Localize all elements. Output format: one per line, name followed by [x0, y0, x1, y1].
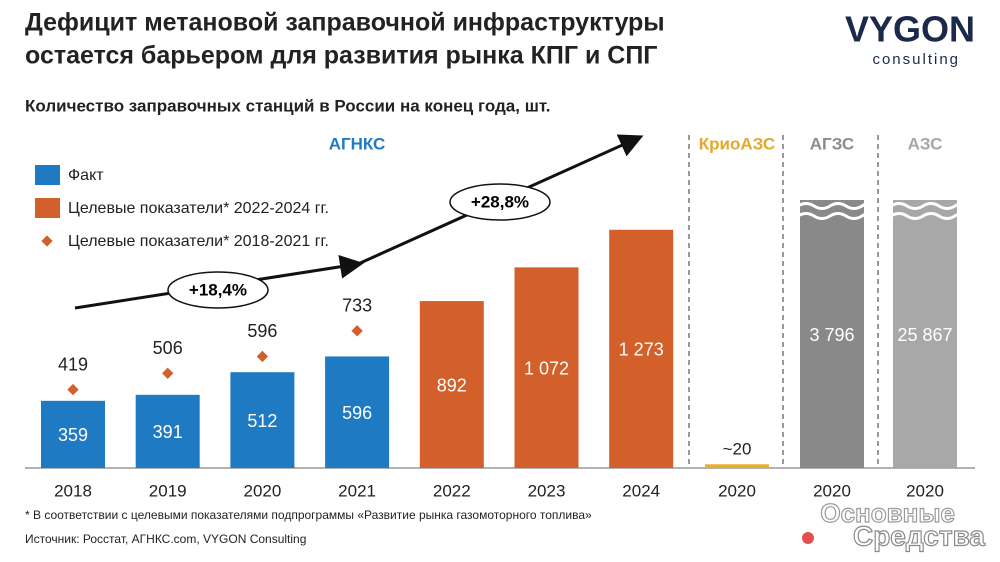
annotation: +18,4%	[189, 280, 247, 299]
x-tick-label: 2021	[338, 481, 376, 500]
x-tick-label: 2023	[528, 481, 566, 500]
legend-marker	[41, 235, 53, 247]
legend-label: Факт	[68, 167, 104, 184]
marker	[67, 383, 79, 396]
bar	[325, 356, 390, 468]
bar	[514, 267, 579, 468]
value-label: 733	[342, 296, 372, 316]
bar	[893, 200, 957, 468]
value-label: 25 867	[897, 325, 952, 345]
watermark: Средства	[853, 520, 985, 551]
x-tick-label: 2020	[906, 481, 944, 500]
axis-break	[797, 212, 869, 220]
value-label: 3 796	[809, 325, 854, 345]
marker	[256, 350, 269, 363]
x-tick-label: 2020	[243, 481, 281, 500]
watermark: Основные	[820, 498, 955, 528]
section-title: КриоАЗС	[699, 134, 775, 153]
value-label: 892	[437, 375, 467, 395]
value-label: 419	[58, 354, 88, 374]
logo: VYGON	[845, 9, 975, 50]
footnote: * В соответствии с целевыми показателями…	[25, 508, 592, 522]
x-tick-label: 2019	[149, 481, 187, 500]
section-title: АГНКС	[329, 134, 386, 153]
section-title: АГЗС	[810, 134, 854, 153]
value-label: 1 273	[619, 340, 664, 360]
value-label: 359	[58, 425, 88, 445]
chart-title: Дефицит метановой заправочной инфраструк…	[25, 9, 665, 37]
value-label: ~20	[723, 440, 752, 459]
annotation-bubble	[449, 183, 551, 221]
value-label: 596	[342, 403, 372, 423]
marker	[162, 367, 174, 379]
value-label: 512	[247, 411, 277, 431]
bar	[230, 372, 295, 468]
bar	[705, 464, 769, 468]
value-label: 596	[247, 321, 277, 341]
bar	[419, 301, 484, 468]
legend-marker	[35, 165, 60, 185]
x-tick-label: 2018	[54, 481, 92, 500]
logo-tagline: consulting	[872, 51, 960, 68]
annotation: +28,8%	[471, 192, 529, 211]
bar	[800, 200, 864, 468]
axis-break	[797, 202, 869, 210]
bar	[609, 229, 674, 468]
source: Источник: Росстат, АГНКС.com, VYGON Cons…	[25, 532, 306, 546]
bar	[135, 394, 200, 468]
x-tick-label: 2024	[622, 481, 660, 500]
watermark-dot	[802, 532, 814, 544]
x-tick-label: 2020	[718, 481, 756, 500]
annotation-bubble	[167, 271, 269, 309]
chart-subtitle: Количество заправочных станций в России …	[25, 96, 550, 115]
legend-marker	[35, 198, 60, 218]
axis-break	[890, 202, 962, 210]
x-tick-label: 2020	[813, 481, 851, 500]
value-label: 391	[153, 422, 183, 442]
section-title: АЗС	[908, 134, 943, 153]
legend-label: Целевые показатели* 2022-2024 гг.	[68, 200, 329, 217]
value-label: 506	[153, 338, 183, 358]
chart-title: остается барьером для развития рынка КПГ…	[25, 42, 657, 70]
marker	[351, 325, 363, 337]
bar	[41, 400, 105, 468]
axis-break	[890, 212, 962, 220]
legend-label: Целевые показатели* 2018-2021 гг.	[68, 233, 329, 250]
x-tick-label: 2022	[433, 481, 471, 500]
value-label: 1 072	[524, 358, 569, 378]
